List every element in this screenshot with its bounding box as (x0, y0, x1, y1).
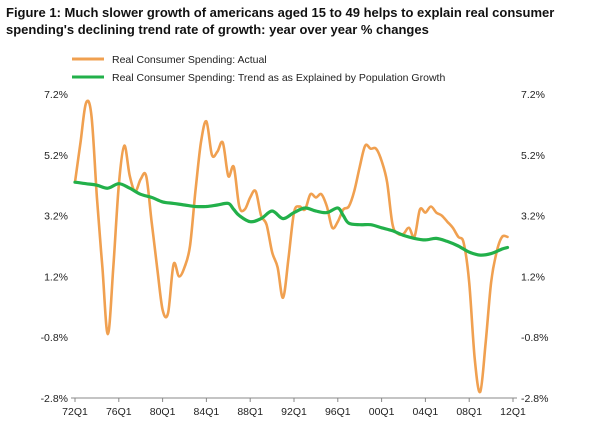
x-tick-label: 76Q1 (106, 406, 132, 418)
y-tick-label-left: 5.2% (44, 150, 68, 162)
x-tick-label: 72Q1 (62, 406, 88, 418)
series (73, 99, 510, 394)
x-tick-label: 04Q1 (413, 406, 439, 418)
x-tick-label: 88Q1 (237, 406, 263, 418)
x-tick-label: 00Q1 (369, 406, 395, 418)
y-tick-label-right: -2.8% (521, 393, 548, 405)
series-line-trend (73, 180, 510, 257)
chart-title: Figure 1: Much slower growth of american… (6, 5, 555, 37)
y-tick-label-right: 1.2% (521, 271, 545, 283)
x-tick-label: 84Q1 (194, 406, 220, 418)
x-tick-label: 12Q1 (500, 406, 526, 418)
y-tick-label-right: -0.8% (521, 332, 548, 344)
y-tick-label-right: 7.2% (521, 89, 545, 101)
axes: 72Q1 76Q1 80Q1 84Q1 88Q1 92Q1 96Q1 00Q1 04Q1 08Q1… (41, 89, 549, 418)
series-line-actual (73, 99, 509, 394)
legend-label-actual: Real Consumer Spending: Actual (112, 54, 267, 66)
y-tick-label-right: 3.2% (521, 211, 545, 223)
y-tick-label-left: 1.2% (44, 271, 68, 283)
x-tick-label: 96Q1 (325, 406, 351, 418)
legend: Real Consumer Spending: Actual Real Cons… (72, 54, 445, 84)
y-tick-label-left: 7.2% (44, 89, 68, 101)
y-tick-label-left: -0.8% (41, 332, 68, 344)
x-tick-label: 08Q1 (456, 406, 482, 418)
y-tick-label-left: -2.8% (41, 393, 68, 405)
x-tick-label: 92Q1 (281, 406, 307, 418)
y-tick-label-right: 5.2% (521, 150, 545, 162)
x-tick-label: 80Q1 (150, 406, 176, 418)
y-tick-label-left: 3.2% (44, 211, 68, 223)
legend-label-trend: Real Consumer Spending: Trend as as Expl… (112, 72, 445, 84)
